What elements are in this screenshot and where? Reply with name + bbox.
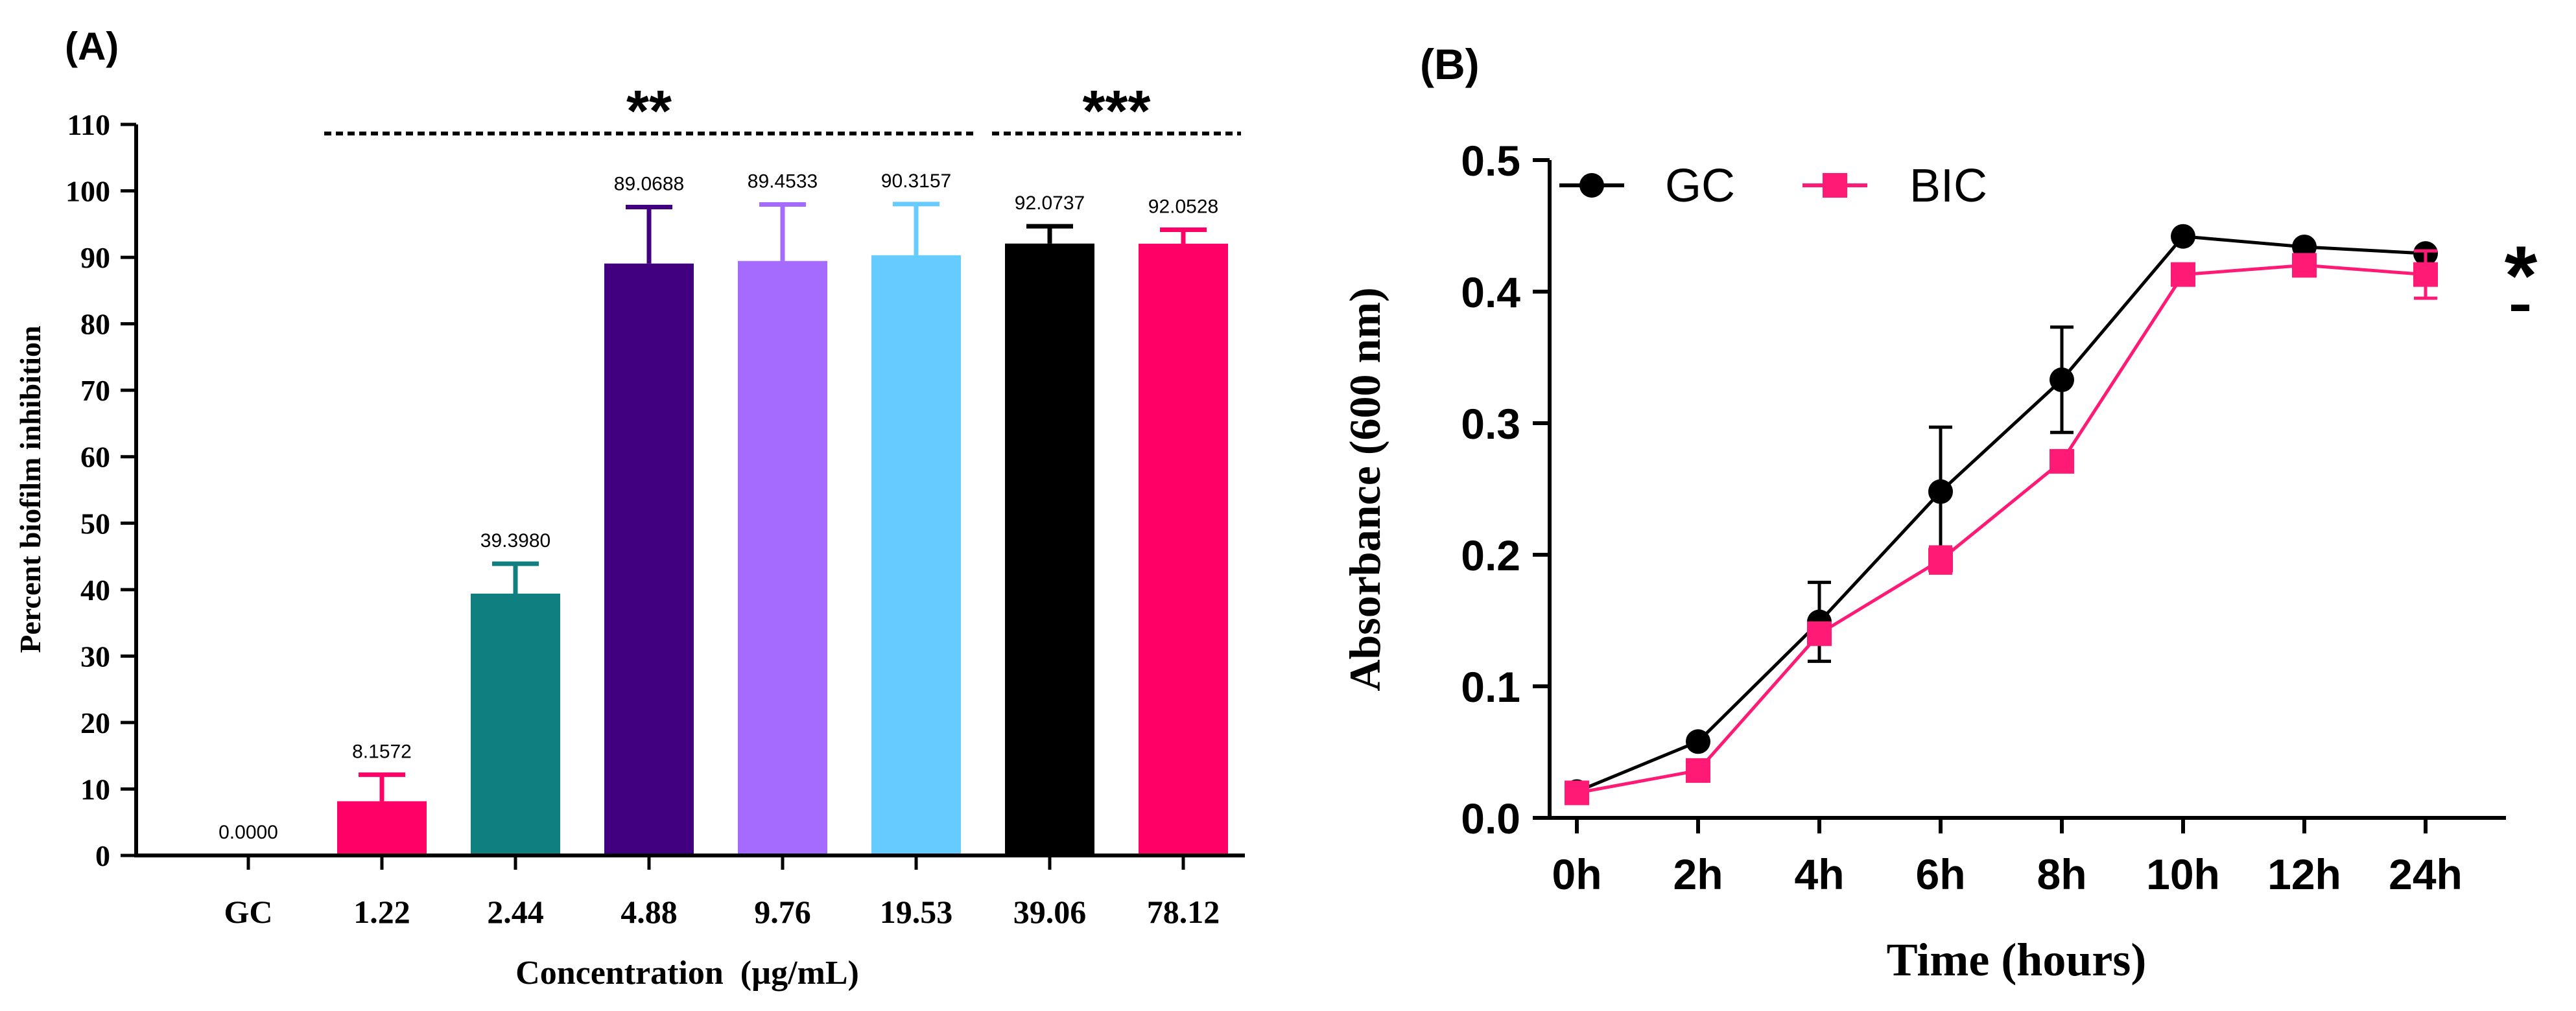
a-value-label: 92.0737 [1015, 192, 1085, 214]
b-y-tick-label: 0.1 [1461, 663, 1520, 711]
panel-a-bar-chart: (A) 0 10 20 30 40 50 60 70 80 90 100 110 0.0000 8.15… [14, 25, 1245, 992]
a-bar-78.12 [1139, 244, 1228, 855]
panel-b-significance-dash [2511, 305, 2529, 311]
b-point-GC [2171, 224, 2195, 249]
b-point-BIC [2050, 448, 2074, 474]
a-y-tick-label: 30 [80, 640, 110, 673]
b-x-tick-label: 24h [2389, 850, 2463, 898]
panel-a-bars: 0.0000 8.1572 39.3980 89.0688 89.4533 90.3157… [219, 170, 1228, 856]
b-y-tick-label: 0.4 [1461, 268, 1520, 316]
a-bar-4.88 [604, 263, 694, 855]
a-value-label: 89.4533 [748, 171, 818, 192]
b-x-tick-label: 0h [1552, 850, 1601, 898]
a-x-tick-label: 19.53 [880, 894, 953, 930]
b-point-BIC [1565, 780, 1589, 806]
b-x-tick-label: 10h [2146, 850, 2220, 898]
panel-a-x-axis-label: Concentration (µg/mL) [515, 955, 859, 992]
a-significance-label: ** [626, 79, 672, 144]
b-point-BIC [2413, 262, 2438, 287]
b-point-BIC [2292, 253, 2317, 278]
b-x-tick-label: 8h [2037, 850, 2086, 898]
panel-b-x-ticks: 0h 2h 4h 6h 8h 10h 12h 24h [1552, 818, 2463, 898]
panel-b-y-axis-label: Absorbance (600 nm) [1340, 287, 1389, 691]
b-point-BIC [1686, 758, 1710, 783]
b-point-BIC [1807, 621, 1832, 646]
b-x-tick-label: 2h [1673, 850, 1723, 898]
b-point-BIC [2171, 262, 2195, 287]
a-x-tick-label: 78.12 [1147, 894, 1220, 930]
a-y-tick-label: 40 [80, 574, 110, 607]
b-y-tick-label: 0.0 [1461, 795, 1520, 842]
panel-b-y-ticks: 0.0 0.1 0.2 0.3 0.4 0.5 [1461, 137, 1550, 842]
a-y-tick-label: 10 [80, 773, 110, 806]
b-point-GC [2050, 367, 2074, 393]
a-y-tick-label: 90 [80, 241, 110, 274]
a-y-tick-label: 80 [80, 308, 110, 341]
panel-b-legend: GC BIC [1559, 160, 1987, 212]
legend-bic-marker [1823, 173, 1847, 198]
a-x-tick-label: 2.44 [487, 894, 544, 930]
a-value-label: 90.3157 [881, 170, 951, 192]
b-line-GC [1576, 235, 2426, 793]
b-x-tick-label: 4h [1794, 850, 1844, 898]
panel-a-y-ticks: 0 10 20 30 40 50 60 70 80 90 100 110 [65, 108, 136, 872]
a-bar-1.22 [337, 801, 427, 855]
panel-b-x-axis-label: Time (hours) [1887, 934, 2147, 986]
b-x-tick-label: 12h [2267, 850, 2341, 898]
a-bar-39.06 [1005, 243, 1094, 855]
a-y-tick-label: 20 [80, 706, 110, 739]
a-significance-label: *** [1082, 79, 1150, 144]
b-line-BIC [1576, 263, 2426, 795]
a-y-tick-label: 110 [67, 108, 110, 141]
a-x-tick-label: 39.06 [1013, 894, 1087, 930]
a-value-label: 39.3980 [480, 530, 550, 552]
panel-b-series [1565, 224, 2438, 806]
b-y-tick-label: 0.2 [1461, 531, 1520, 579]
legend-gc-marker [1579, 173, 1604, 198]
a-x-tick-label: GC [224, 894, 273, 930]
a-bar-2.44 [471, 593, 560, 855]
a-x-tick-label: 1.22 [353, 894, 410, 930]
a-value-label: 92.0528 [1148, 196, 1218, 218]
a-bar-19.53 [871, 255, 961, 856]
panel-a-x-ticks: GC 1.22 2.44 4.88 9.76 19.53 39.06 78.12 [224, 855, 1220, 930]
a-x-tick-label: 9.76 [754, 894, 811, 930]
a-y-tick-label: 100 [65, 175, 110, 208]
a-value-label: 0.0000 [219, 822, 278, 843]
a-y-tick-label: 70 [80, 374, 110, 407]
b-point-BIC [1928, 548, 1953, 573]
legend-bic-label: BIC [1909, 160, 1987, 212]
a-bar-9.76 [738, 261, 827, 855]
a-value-label: 89.0688 [614, 173, 684, 194]
b-point-GC [1928, 479, 1953, 504]
legend-gc-label: GC [1665, 160, 1735, 212]
a-value-label: 8.1572 [352, 741, 412, 762]
a-y-tick-label: 60 [80, 441, 110, 474]
a-y-tick-label: 50 [80, 507, 110, 540]
b-point-GC [1686, 729, 1710, 754]
panel-b-line-chart: (B) 0.0 0.1 0.2 0.3 0.4 0.5 0h 2h 4h 6h 8h 10h 12h 2… [1340, 40, 2538, 986]
panel-a-label: (A) [65, 25, 119, 68]
panel-a-y-axis-label: Percent biofilm inhibition [14, 325, 47, 653]
b-y-tick-label: 0.5 [1461, 137, 1520, 185]
panel-b-label: (B) [1420, 40, 1480, 88]
a-x-tick-label: 4.88 [620, 894, 678, 930]
b-y-tick-label: 0.3 [1461, 400, 1520, 448]
panel-a-significance: ** *** [324, 79, 1241, 144]
a-y-tick-label: 0 [95, 839, 110, 872]
b-x-tick-label: 6h [1915, 850, 1965, 898]
